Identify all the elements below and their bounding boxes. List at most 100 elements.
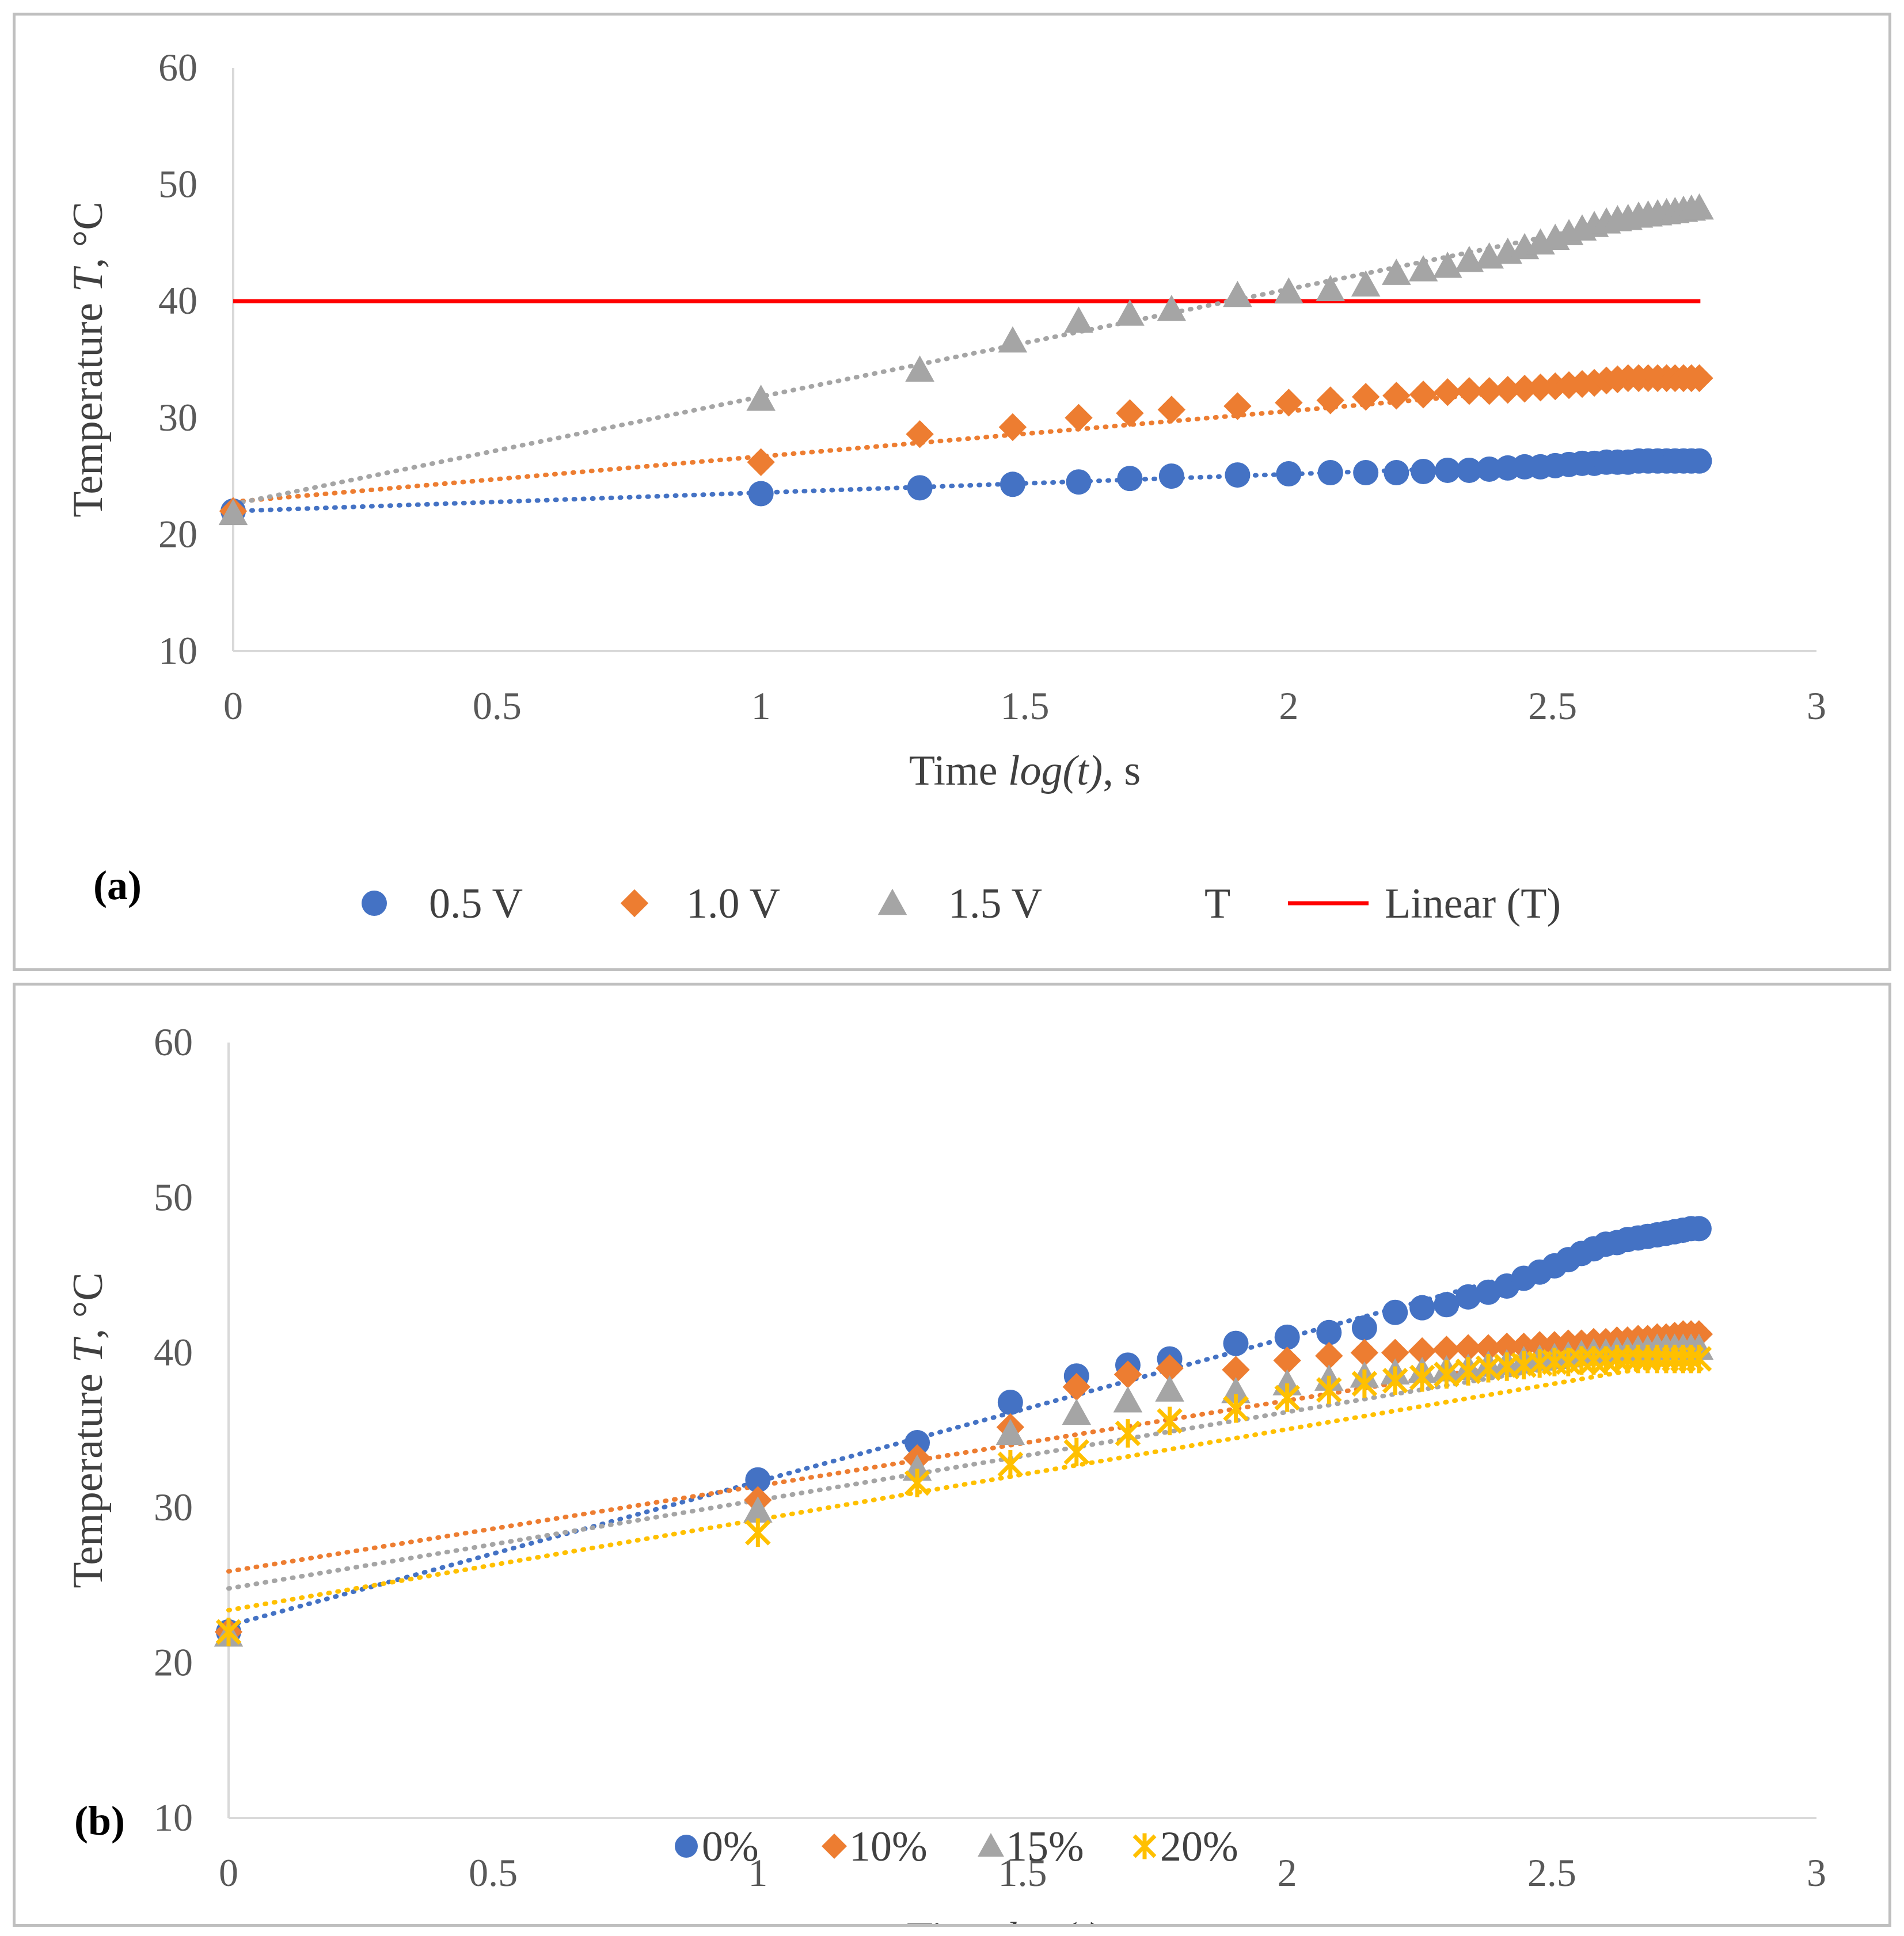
y-axis-title-suffix: , °C: [64, 201, 112, 268]
legend-label: Linear (T): [1385, 880, 1561, 927]
panel-label: (a): [93, 862, 142, 908]
legend-label: 20%: [1160, 1823, 1238, 1870]
data-point: [1409, 1363, 1435, 1392]
data-point: [1408, 1337, 1436, 1366]
y-axis-title-italic: T: [64, 1336, 112, 1363]
trendline-10: [226, 1332, 1701, 1574]
legend-label: 0%: [702, 1823, 759, 1870]
x-axis-title-italic: log(t): [1006, 1914, 1100, 1924]
legend-label: 15%: [1006, 1823, 1084, 1870]
data-point: [215, 1617, 242, 1646]
data-point: [746, 385, 776, 411]
data-point: [748, 481, 774, 507]
y-tick-label: 50: [158, 162, 197, 206]
data-point: [1685, 193, 1714, 220]
data-point: [1315, 1341, 1343, 1370]
legend-symbol: [362, 891, 387, 916]
data-point: [1411, 458, 1436, 484]
legend-symbol: [1132, 1833, 1157, 1859]
x-axis-title-suffix: , s: [1100, 1914, 1138, 1924]
data-point: [1351, 1369, 1378, 1398]
data-point: [1526, 373, 1555, 402]
data-point: [1223, 1330, 1249, 1356]
legend-label: 10%: [849, 1823, 928, 1870]
data-point: [907, 475, 933, 501]
legend-item: 1.5 V: [877, 880, 1042, 927]
legend-symbol: [822, 1834, 847, 1859]
y-axis-title: Temperature T, °C: [64, 201, 112, 517]
legend-symbol: [675, 1835, 698, 1858]
data-point: [1221, 1376, 1251, 1403]
data-point: [1382, 1366, 1408, 1395]
data-point: [1381, 1338, 1409, 1367]
y-tick-label: 50: [154, 1175, 193, 1219]
data-point: [1432, 1336, 1461, 1364]
data-point: [1434, 1292, 1460, 1318]
data-point: [1155, 1375, 1184, 1402]
legend-symbol: [620, 889, 649, 918]
y-axis-title-suffix: , °C: [64, 1272, 112, 1339]
x-axis-title: Time log(t), s: [909, 747, 1141, 794]
y-tick-label: 40: [154, 1330, 193, 1374]
y-tick-label: 20: [154, 1641, 193, 1684]
x-axis-title-prefix: Time: [907, 1914, 1006, 1924]
data-point: [1063, 1437, 1090, 1466]
trendline-15V: [231, 203, 1702, 507]
x-tick-label: 2.5: [1528, 684, 1577, 728]
legend-item: T: [1204, 880, 1230, 927]
data-point: [1541, 372, 1569, 401]
y-tick-label: 20: [158, 512, 197, 556]
data-point: [995, 1418, 1025, 1446]
x-axis-title-prefix: Time: [909, 747, 1008, 794]
trendline-20: [226, 1356, 1701, 1613]
legend-label: 1.0 V: [686, 880, 780, 927]
legend-item: 15%: [978, 1823, 1084, 1870]
data-point: [1555, 371, 1583, 400]
y-tick-label: 60: [158, 45, 197, 89]
data-point: [1408, 255, 1438, 282]
data-point: [1316, 1375, 1342, 1405]
x-tick-label: 2: [1279, 684, 1298, 728]
data-point: [743, 1496, 773, 1523]
legend-label: T: [1204, 880, 1230, 927]
legend-item: 0.5 V: [362, 880, 523, 927]
legend-item: 20%: [1132, 1823, 1238, 1870]
y-axis-title-prefix: Temperature: [64, 292, 112, 517]
series-2: [218, 193, 1714, 526]
data-point: [1350, 1338, 1379, 1367]
series-0: [221, 448, 1712, 524]
series-3: [215, 1344, 1712, 1646]
y-tick-label: 30: [154, 1485, 193, 1529]
data-point: [1115, 299, 1145, 326]
data-point: [1510, 374, 1539, 403]
legend-label: 1.5 V: [948, 880, 1042, 927]
x-tick-label: 3: [1807, 1851, 1826, 1895]
data-point: [1317, 460, 1343, 486]
data-point: [906, 420, 934, 448]
data-point: [1455, 1357, 1481, 1386]
data-point: [1455, 377, 1484, 405]
data-point: [1062, 1398, 1092, 1425]
legend-item: Linear (T): [1288, 880, 1561, 927]
data-point: [1454, 1334, 1483, 1362]
data-point: [1476, 456, 1502, 482]
legend-symbol: [877, 888, 907, 915]
data-point: [1158, 463, 1184, 489]
data-point: [1456, 457, 1482, 483]
data-point: [997, 1450, 1024, 1479]
data-point: [1351, 270, 1381, 297]
panel-label: (b): [74, 1798, 125, 1844]
data-point: [218, 499, 248, 526]
data-point: [999, 471, 1025, 497]
data-point: [1156, 1354, 1184, 1382]
data-point: [1223, 280, 1252, 307]
x-tick-label: 0: [219, 1851, 238, 1895]
data-point: [745, 1518, 771, 1547]
data-point: [1157, 295, 1187, 321]
data-point: [905, 355, 934, 382]
data-point: [1382, 258, 1411, 285]
data-point: [747, 448, 775, 476]
data-point: [1276, 461, 1302, 487]
